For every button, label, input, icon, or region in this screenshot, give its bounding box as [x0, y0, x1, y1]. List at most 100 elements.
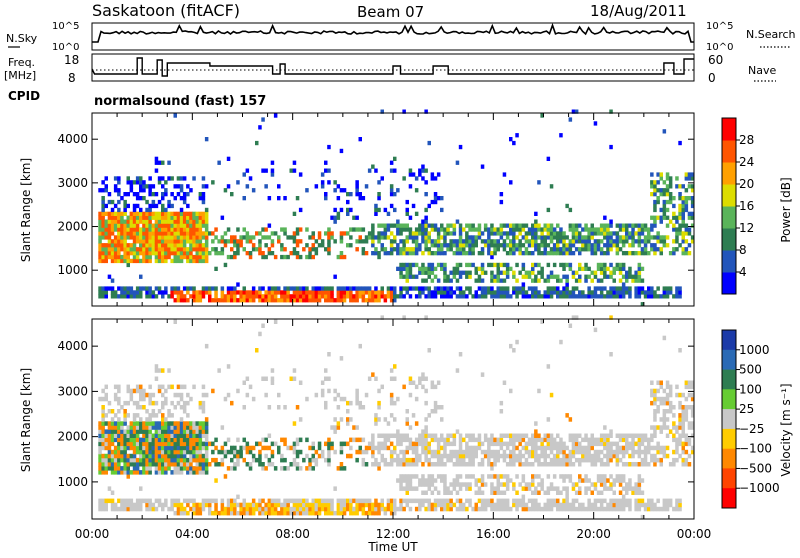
heatmap-cell [436, 502, 441, 508]
heatmap-cell [414, 188, 419, 193]
heatmap-cell [556, 243, 560, 248]
heatmap-cell [123, 192, 127, 197]
colorbar-tick-label: 8 [739, 243, 747, 257]
heatmap-cell [603, 270, 607, 275]
heatmap-cell [672, 462, 676, 467]
heatmap-cell [499, 231, 504, 236]
heatmap-cell [681, 219, 685, 224]
heatmap-cell [590, 251, 594, 256]
heatmap-cell [675, 184, 679, 189]
heatmap-cell [132, 466, 137, 471]
heatmap-cell [396, 294, 400, 299]
heatmap-cell [571, 243, 576, 248]
heatmap-cell [581, 266, 585, 271]
heatmap-cell [132, 254, 137, 260]
heatmap-cell [135, 421, 140, 426]
heatmap-cell [135, 176, 140, 181]
heatmap-cell [182, 409, 187, 414]
heatmap-cell [123, 433, 127, 438]
heatmap-cell [358, 235, 362, 240]
heatmap-cell [637, 294, 642, 299]
heatmap-cell [380, 294, 384, 299]
heatmap-cell [637, 482, 642, 487]
heatmap-cell [173, 502, 177, 508]
heatmap-cell [687, 251, 692, 256]
heatmap-cell [164, 466, 168, 471]
heatmap-cell [678, 215, 682, 220]
heatmap-cell [170, 239, 174, 244]
heatmap-cell [468, 457, 472, 463]
heatmap-cell [154, 498, 159, 504]
heatmap-cell [499, 437, 504, 443]
heatmap-cell [546, 437, 551, 443]
heatmap-cell [546, 156, 551, 161]
heatmap-cell [283, 437, 287, 443]
heatmap-cell [151, 290, 156, 295]
heatmap-cell [625, 462, 629, 467]
heatmap-cell [358, 400, 362, 406]
heatmap-cell [596, 262, 601, 268]
heatmap-cell [618, 498, 623, 504]
heatmap-cell [524, 274, 529, 279]
heatmap-cell [672, 433, 676, 438]
heatmap-cell [455, 498, 460, 504]
heatmap-cell [110, 243, 115, 248]
heatmap-cell [440, 453, 444, 459]
heatmap-cell [248, 384, 253, 390]
heatmap-cell [126, 433, 130, 438]
heatmap-cell [414, 462, 419, 467]
heatmap-cell [643, 235, 648, 240]
heatmap-cell [258, 239, 262, 244]
heatmap-cell [531, 502, 535, 508]
heatmap-cell [647, 449, 651, 455]
heatmap-cell [593, 462, 598, 467]
heatmap-cell [571, 449, 576, 455]
heatmap-cell [552, 453, 557, 459]
heatmap-cell [421, 262, 425, 268]
heatmap-cell [471, 243, 475, 248]
heatmap-cell [286, 510, 290, 516]
heatmap-cell [490, 251, 494, 256]
heatmap-cell [440, 223, 444, 228]
heatmap-cell [135, 466, 140, 471]
heatmap-cell [198, 254, 203, 260]
heatmap-cell [273, 286, 278, 291]
heatmap-cell [214, 247, 218, 252]
heatmap-cell [148, 384, 152, 390]
heatmap-cell [104, 219, 108, 224]
heatmap-cell [251, 294, 256, 299]
heatmap-cell [117, 453, 121, 459]
heatmap-cell [145, 239, 149, 244]
heatmap-cell [433, 498, 438, 504]
heatmap-cell [233, 449, 237, 455]
heatmap-cell [251, 298, 256, 303]
heatmap-cell [292, 251, 297, 256]
heatmap-cell [606, 449, 610, 455]
heatmap-cell [220, 294, 225, 299]
heatmap-cell [107, 498, 112, 504]
heatmap-cell [424, 109, 428, 114]
heatmap-cell [142, 215, 146, 220]
heatmap-cell [578, 290, 582, 295]
heatmap-cell [499, 223, 504, 228]
heatmap-cell [483, 223, 488, 228]
heatmap-cell [659, 251, 663, 256]
heatmap-cell [167, 437, 171, 443]
heatmap-cell [678, 203, 682, 209]
heatmap-cell [546, 506, 551, 512]
heatmap-cell [643, 251, 648, 256]
heatmap-cell [665, 243, 670, 248]
heatmap-cell [543, 223, 547, 228]
heatmap-cell [424, 192, 428, 197]
heatmap-cell [599, 247, 604, 252]
heatmap-cell [154, 294, 159, 299]
heatmap-cell [314, 510, 319, 516]
heatmap-cell [681, 409, 685, 414]
heatmap-cell [524, 294, 529, 299]
heatmap-cell [98, 449, 102, 455]
heatmap-cell [662, 335, 667, 341]
heatmap-cell [678, 392, 682, 398]
heatmap-cell [104, 231, 108, 236]
heatmap-cell [662, 425, 667, 430]
heatmap-cell [496, 502, 500, 508]
